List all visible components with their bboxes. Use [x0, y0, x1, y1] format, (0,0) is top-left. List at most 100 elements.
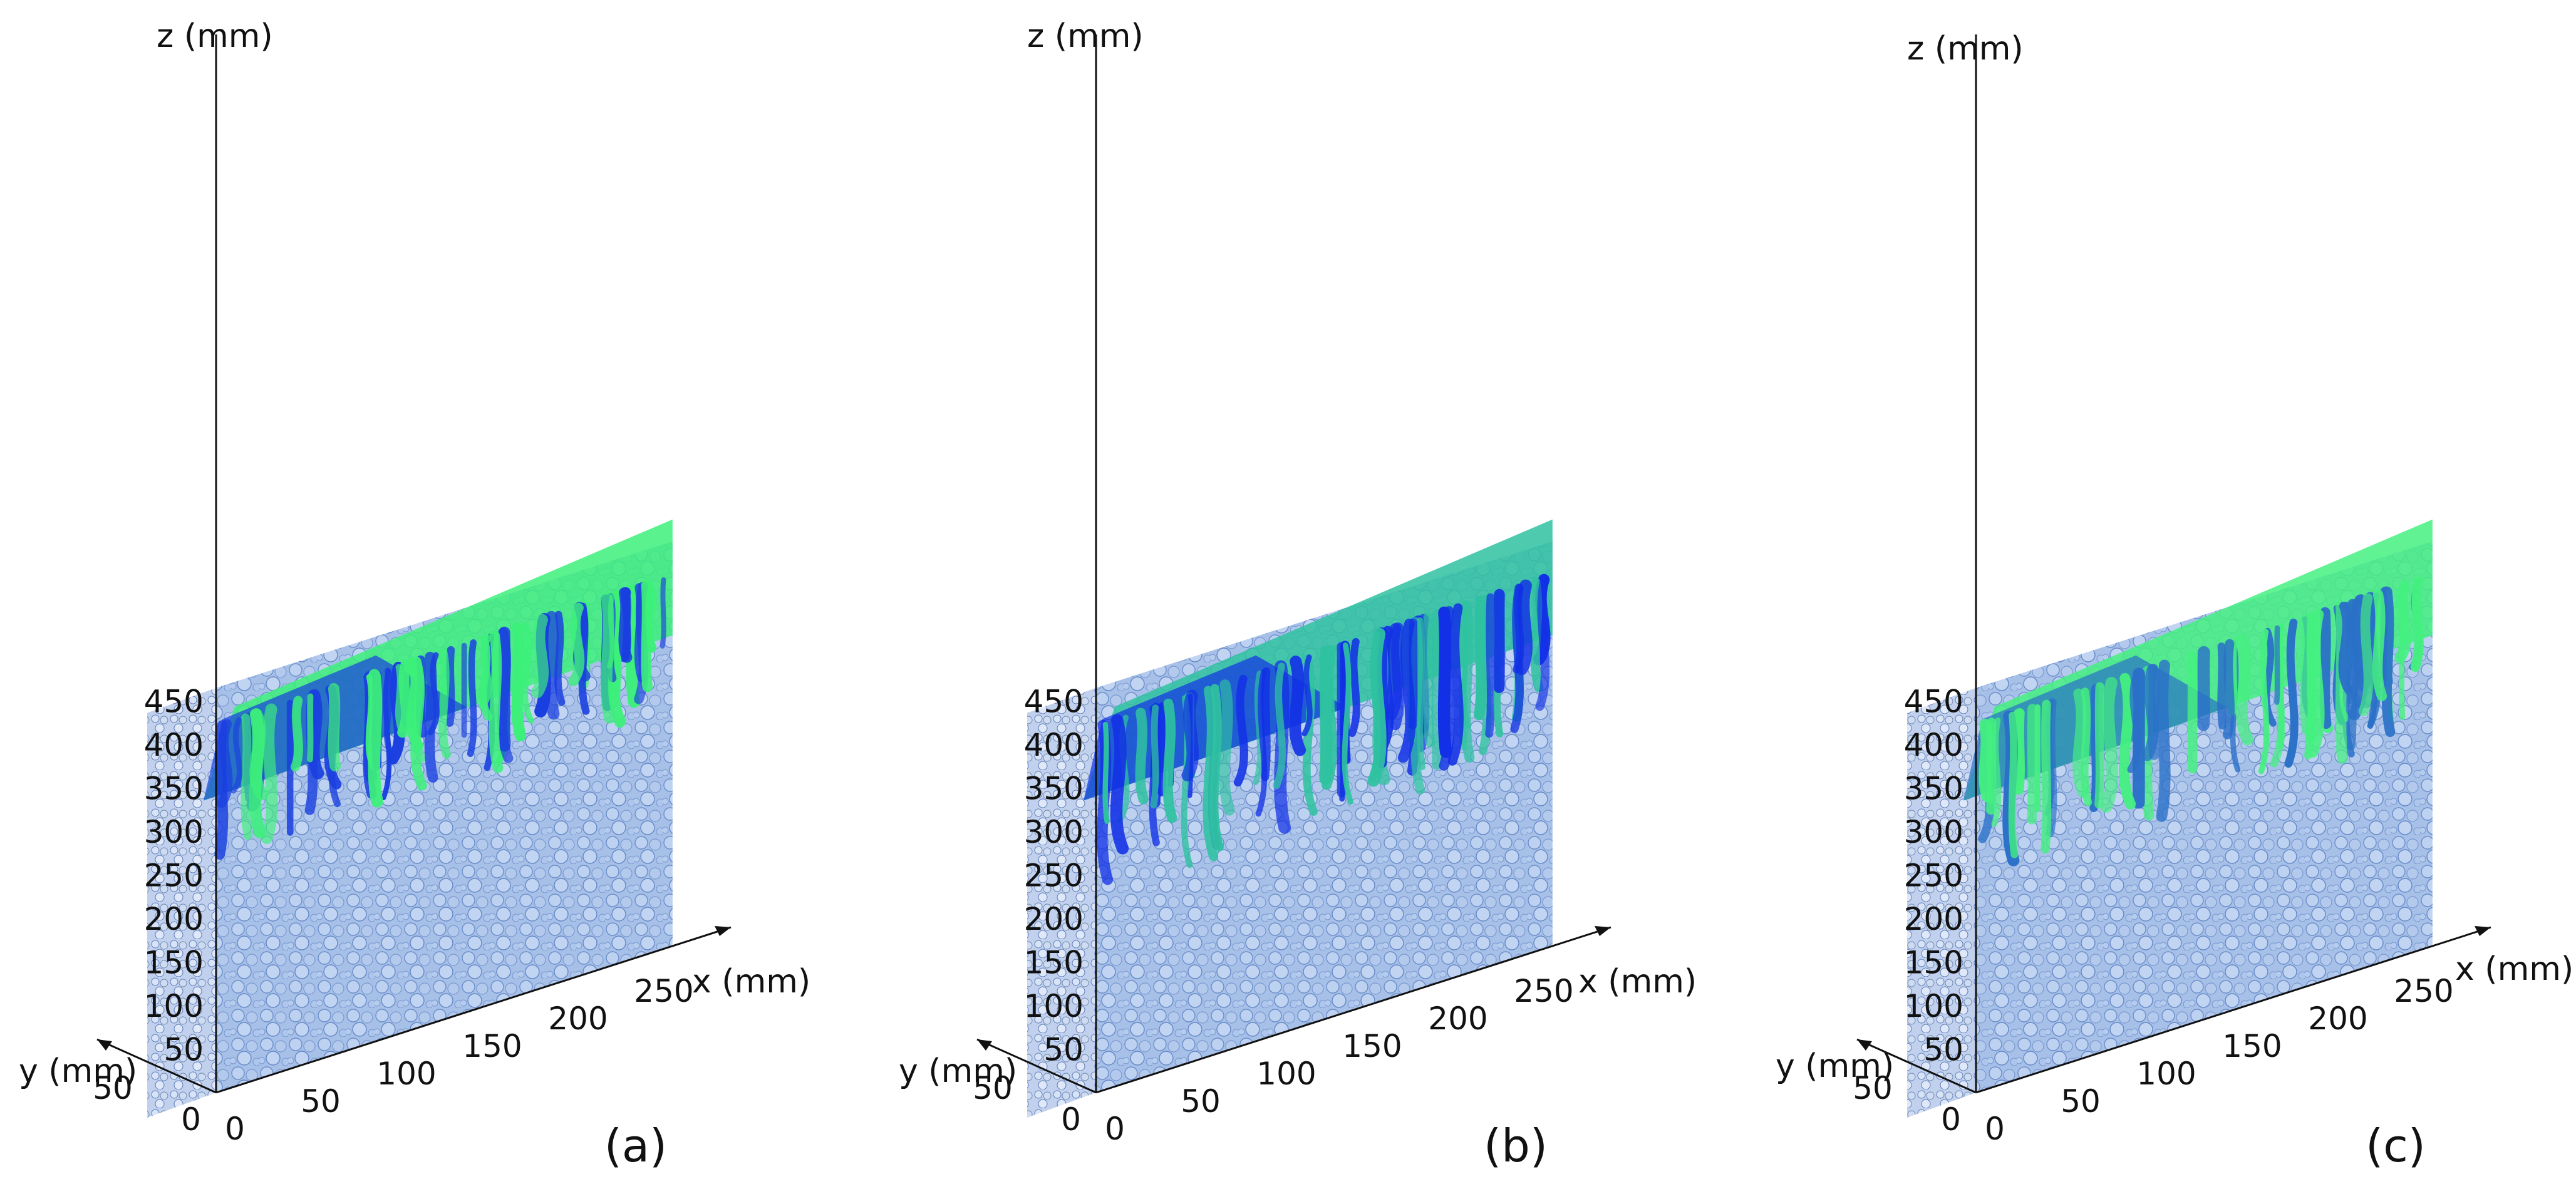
flow-channel [2222, 647, 2223, 726]
panel-a: z (mm) x (mm) y (mm) 450 400 350 300 250… [19, 18, 810, 1172]
z-tick-c-5: 200 [1904, 901, 1963, 937]
x-tick-b-2: 100 [1256, 1056, 1316, 1092]
x-tick-c-0: 0 [1985, 1111, 2005, 1147]
flow-channel [573, 608, 579, 681]
z-tick-a-5: 200 [144, 901, 204, 937]
x-tick-a-2: 100 [376, 1056, 436, 1092]
z-tick-c-7: 100 [1904, 988, 1963, 1024]
z-axis-label-c: z (mm) [1907, 30, 2024, 68]
z-tick-b-0: 450 [1024, 684, 1084, 720]
y-tick-a-0: 50 [93, 1070, 133, 1106]
flow-channel [1141, 713, 1144, 799]
flow-channel [430, 657, 433, 778]
flow-channel [1187, 696, 1192, 775]
flow-channel [504, 632, 505, 746]
flow-channel [494, 636, 498, 768]
z-tick-c-2: 350 [1904, 771, 1963, 807]
z-tick-a-0: 450 [144, 684, 204, 720]
flow-channel [443, 652, 447, 754]
z-tick-b-8: 50 [1043, 1032, 1084, 1068]
flow-channel [1352, 642, 1357, 733]
flow-channel [1224, 685, 1229, 810]
flow-channel [2313, 615, 2319, 752]
z-tick-b-4: 250 [1024, 858, 1084, 894]
flow-channel [2084, 691, 2088, 802]
flow-channel [314, 695, 318, 773]
flow-channel [2364, 598, 2369, 711]
z-tick-a-7: 100 [144, 988, 204, 1024]
flow-channel [1208, 691, 1214, 857]
z-tick-c-3: 300 [1904, 814, 1963, 850]
flow-channel [537, 620, 543, 692]
y-tick-b-0: 50 [973, 1070, 1013, 1106]
flow-channel [2415, 582, 2419, 667]
flow-channel [2046, 704, 2047, 849]
flow-channel [1452, 608, 1459, 761]
z-tick-b-6: 150 [1024, 945, 1084, 981]
z-tick-a-6: 150 [144, 945, 204, 981]
z-tick-c-6: 150 [1904, 945, 1963, 981]
x-axis-label-b: x (mm) [1578, 963, 1697, 1001]
z-tick-b-3: 300 [1024, 814, 1084, 850]
flow-channel [2012, 716, 2015, 855]
flow-channel [2242, 639, 2247, 739]
x-axis-label-a: x (mm) [692, 963, 810, 1001]
x-tick-b-0: 0 [1105, 1111, 1125, 1147]
flow-channel [1392, 629, 1397, 714]
flow-channel [1420, 620, 1422, 767]
x-tick-c-3: 150 [2222, 1028, 2282, 1064]
x-tick-a-5: 250 [634, 973, 693, 1009]
flow-channel [2343, 606, 2349, 690]
x-tick-b-3: 150 [1342, 1028, 1402, 1064]
z-tick-b-2: 350 [1024, 771, 1084, 807]
panel-caption-b: (b) [1484, 1120, 1548, 1172]
x-tick-a-0: 0 [225, 1111, 245, 1147]
x-tick-a-1: 50 [301, 1083, 341, 1120]
x-tick-b-1: 50 [1181, 1083, 1221, 1120]
x-tick-b-5: 250 [1514, 973, 1573, 1009]
z-tick-a-2: 350 [144, 771, 204, 807]
flow-channel [1295, 662, 1300, 750]
flow-channel [1994, 720, 1999, 824]
flow-channel [2106, 683, 2113, 807]
flow-channel [2153, 669, 2154, 754]
panel-caption-a: (a) [604, 1120, 667, 1172]
x-tick-b-4: 200 [1428, 1001, 1487, 1037]
flow-channel [2387, 592, 2391, 732]
flow-channel [517, 628, 520, 736]
flow-channel [2203, 652, 2204, 725]
flow-channel [1990, 723, 1991, 802]
flow-channel [1489, 597, 1491, 734]
flow-channel [398, 667, 401, 730]
x-tick-a-3: 150 [462, 1028, 522, 1064]
flow-channel [1154, 708, 1156, 805]
flow-channel [558, 614, 562, 702]
flow-channel [256, 714, 262, 795]
z-tick-c-1: 400 [1904, 727, 1963, 763]
flow-channel [1238, 679, 1244, 782]
flow-channel [1444, 612, 1446, 752]
flow-channel [1117, 721, 1123, 848]
flow-channel [606, 599, 609, 718]
flow-channel [1428, 618, 1430, 743]
z-tick-b-7: 100 [1024, 988, 1084, 1024]
panel-caption-c: (c) [2366, 1120, 2426, 1172]
flow-channel [2019, 713, 2020, 790]
flow-channel [2400, 586, 2406, 658]
flow-channel [2289, 623, 2294, 764]
flow-channel [1161, 706, 1162, 793]
x-tick-c-2: 100 [2136, 1056, 2196, 1092]
x-tick-c-5: 250 [2394, 973, 2453, 1009]
flow-channel [1265, 671, 1267, 777]
flow-channel [310, 696, 311, 759]
flow-channel [295, 701, 298, 767]
flow-channel [245, 718, 248, 835]
flow-channel [2227, 644, 2230, 734]
z-tick-c-8: 50 [1923, 1032, 1963, 1068]
panel-b: z (mm) x (mm) y (mm) 450 400 350 300 250… [899, 18, 1697, 1172]
z-axis-label-a: z (mm) [157, 18, 273, 55]
flow-channel [1413, 623, 1414, 726]
z-tick-a-4: 250 [144, 858, 204, 894]
